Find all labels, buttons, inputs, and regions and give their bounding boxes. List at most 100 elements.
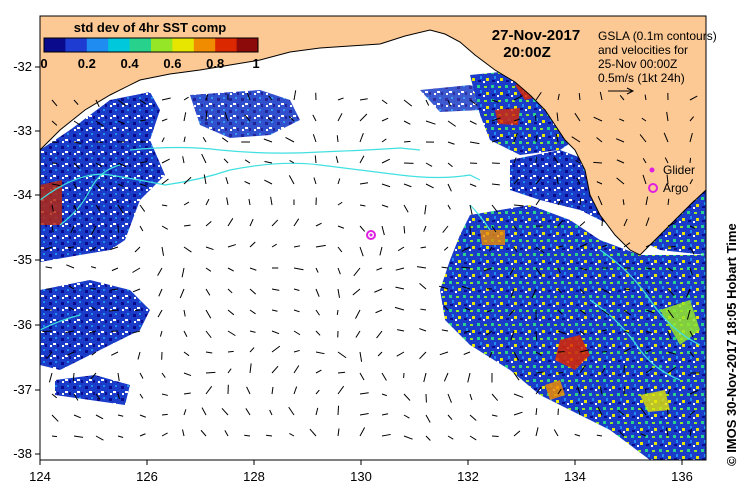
- velocity-arrow: [264, 179, 273, 185]
- colorbar-tick: 0.8: [206, 56, 224, 71]
- velocity-arrow: [469, 393, 473, 401]
- velocity-arrow: [599, 386, 603, 395]
- colorbar-tick: 1: [252, 56, 259, 71]
- velocity-arrow: [491, 204, 498, 213]
- velocity-arrow: [359, 155, 365, 164]
- velocity-arrow: [513, 246, 518, 253]
- velocity-arrow: [161, 118, 168, 122]
- velocity-arrow: [557, 388, 562, 395]
- velocity-arrow: [513, 372, 520, 381]
- velocity-arrow: [403, 183, 412, 188]
- velocity-arrow: [225, 177, 229, 185]
- velocity-arrow: [425, 99, 430, 106]
- velocity-arrow: [491, 183, 500, 186]
- land-australia: [40, 16, 706, 256]
- velocity-arrow: [179, 288, 185, 299]
- velocity-arrow: [108, 309, 119, 312]
- velocity-arrow: [381, 204, 389, 208]
- velocity-arrow: [641, 117, 647, 122]
- velocity-arrow: [555, 133, 559, 143]
- y-tick-label: -33: [13, 123, 32, 138]
- velocity-arrow: [619, 431, 625, 437]
- velocity-arrow: [271, 219, 279, 227]
- y-axis: -32 -33 -34 -35 -36 -37 -38: [13, 59, 40, 461]
- velocity-arrow: [395, 286, 405, 290]
- velocity-arrow: [205, 198, 210, 206]
- velocity-arrow: [645, 349, 652, 353]
- velocity-arrow: [336, 135, 339, 143]
- velocity-arrow: [315, 222, 322, 227]
- colorbar-cell: [151, 38, 173, 52]
- velocity-arrow: [508, 309, 515, 317]
- velocity-arrow: [264, 161, 273, 164]
- y-tick-label: -34: [13, 187, 32, 202]
- colorbar-cell: [86, 38, 109, 52]
- velocity-arrow: [137, 351, 141, 360]
- velocity-arrow: [315, 369, 322, 374]
- velocity-arrow: [244, 114, 251, 122]
- velocity-arrow: [359, 427, 366, 437]
- velocity-arrow: [513, 204, 524, 207]
- colorbar-cell: [44, 38, 66, 52]
- velocity-arrow: [271, 309, 278, 312]
- colorbar-tick: 0.2: [78, 56, 96, 71]
- velocity-arrow: [376, 330, 383, 339]
- velocity-arrow: [314, 155, 317, 164]
- velocity-arrow: [161, 225, 168, 230]
- velocity-arrow: [574, 112, 581, 122]
- velocity-arrow: [425, 183, 434, 189]
- velocity-arrow: [139, 119, 147, 122]
- velocity-arrow: [579, 309, 587, 315]
- velocity-arrow: [510, 330, 515, 341]
- velocity-arrow: [95, 99, 100, 108]
- velocity-arrow: [227, 244, 236, 248]
- velocity-arrow: [579, 267, 588, 271]
- colorbar: std dev of 4hr SST comp 0 0.2 0.4 0.6 0.…: [40, 20, 259, 71]
- velocity-arrow: [623, 242, 631, 248]
- velocity-arrow: [425, 414, 431, 423]
- colorbar-cell: [172, 38, 195, 52]
- velocity-arrow: [161, 158, 170, 164]
- velocity-arrow: [579, 364, 586, 374]
- argo-float-marker[interactable]: [366, 230, 376, 240]
- velocity-arrow: [117, 120, 125, 125]
- glider-label: Glider: [663, 163, 695, 177]
- velocity-arrow: [205, 246, 214, 251]
- velocity-arrow: [227, 218, 234, 227]
- velocity-arrow: [293, 309, 300, 313]
- velocity-arrow: [438, 285, 449, 290]
- velocity-arrow: [337, 371, 346, 374]
- velocity-arrow: [667, 245, 676, 248]
- velocity-arrow: [535, 134, 538, 143]
- velocity-arrow: [246, 92, 251, 101]
- velocity-arrow: [381, 183, 391, 188]
- velocity-arrow: [593, 116, 603, 122]
- velocity-arrow: [183, 309, 186, 317]
- velocity-arrow: [403, 204, 409, 213]
- velocity-arrow: [469, 414, 477, 421]
- velocity-arrow: [489, 351, 493, 358]
- velocity-arrow: [245, 408, 251, 416]
- velocity-arrow: [645, 367, 653, 374]
- velocity-arrow: [557, 309, 563, 315]
- velocity-arrow: [615, 138, 625, 143]
- plot-frame: [39, 15, 707, 461]
- velocity-arrow: [467, 372, 471, 383]
- velocity-arrow: [463, 351, 471, 355]
- x-tick-label: 124: [29, 469, 51, 484]
- velocity-arrow: [90, 266, 97, 269]
- velocity-arrow: [667, 389, 671, 395]
- velocity-arrow: [557, 267, 561, 274]
- velocity-arrow: [403, 414, 410, 419]
- velocity-arrow: [73, 162, 80, 169]
- time-label: 20:00Z: [503, 44, 551, 61]
- velocity-arrow: [117, 435, 124, 439]
- date-label: 27-Nov-2017: [492, 27, 580, 44]
- velocity-arrow: [263, 138, 273, 143]
- velocity-arrow: [51, 99, 58, 107]
- velocity-arrow: [374, 288, 383, 293]
- velocity-arrow: [337, 113, 343, 122]
- velocity-arrow: [381, 433, 391, 437]
- velocity-arrow: [623, 347, 631, 353]
- gsla-legend-line2: and velocities for: [598, 43, 688, 57]
